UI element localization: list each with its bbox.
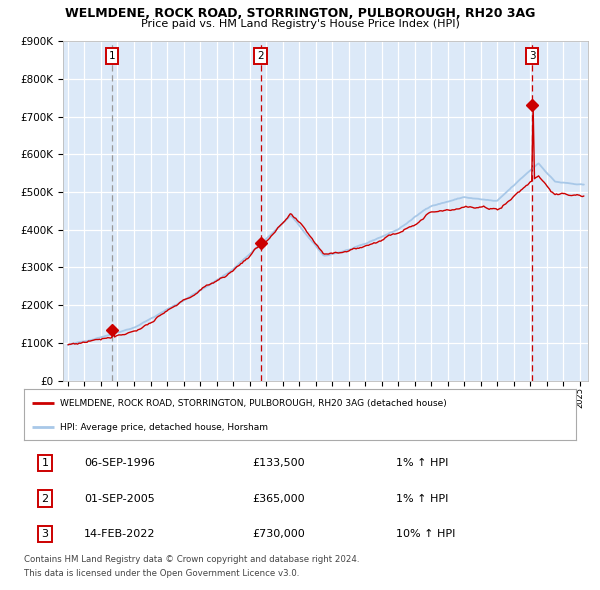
Text: Contains HM Land Registry data © Crown copyright and database right 2024.: Contains HM Land Registry data © Crown c… bbox=[24, 555, 359, 563]
Text: 3: 3 bbox=[529, 51, 536, 61]
Text: 14-FEB-2022: 14-FEB-2022 bbox=[84, 529, 155, 539]
Text: 1% ↑ HPI: 1% ↑ HPI bbox=[396, 458, 448, 468]
Text: 1: 1 bbox=[109, 51, 115, 61]
Text: 1% ↑ HPI: 1% ↑ HPI bbox=[396, 494, 448, 503]
Text: 06-SEP-1996: 06-SEP-1996 bbox=[84, 458, 155, 468]
Text: WELMDENE, ROCK ROAD, STORRINGTON, PULBOROUGH, RH20 3AG: WELMDENE, ROCK ROAD, STORRINGTON, PULBOR… bbox=[65, 7, 535, 20]
Text: 01-SEP-2005: 01-SEP-2005 bbox=[84, 494, 155, 503]
Text: This data is licensed under the Open Government Licence v3.0.: This data is licensed under the Open Gov… bbox=[24, 569, 299, 578]
Text: Price paid vs. HM Land Registry's House Price Index (HPI): Price paid vs. HM Land Registry's House … bbox=[140, 19, 460, 29]
Text: 10% ↑ HPI: 10% ↑ HPI bbox=[396, 529, 455, 539]
Text: £365,000: £365,000 bbox=[252, 494, 305, 503]
Text: WELMDENE, ROCK ROAD, STORRINGTON, PULBOROUGH, RH20 3AG (detached house): WELMDENE, ROCK ROAD, STORRINGTON, PULBOR… bbox=[60, 399, 446, 408]
Text: 1: 1 bbox=[41, 458, 49, 468]
Text: 3: 3 bbox=[41, 529, 49, 539]
Text: £133,500: £133,500 bbox=[252, 458, 305, 468]
Text: £730,000: £730,000 bbox=[252, 529, 305, 539]
Text: HPI: Average price, detached house, Horsham: HPI: Average price, detached house, Hors… bbox=[60, 422, 268, 431]
Text: 2: 2 bbox=[257, 51, 264, 61]
Text: 2: 2 bbox=[41, 494, 49, 503]
